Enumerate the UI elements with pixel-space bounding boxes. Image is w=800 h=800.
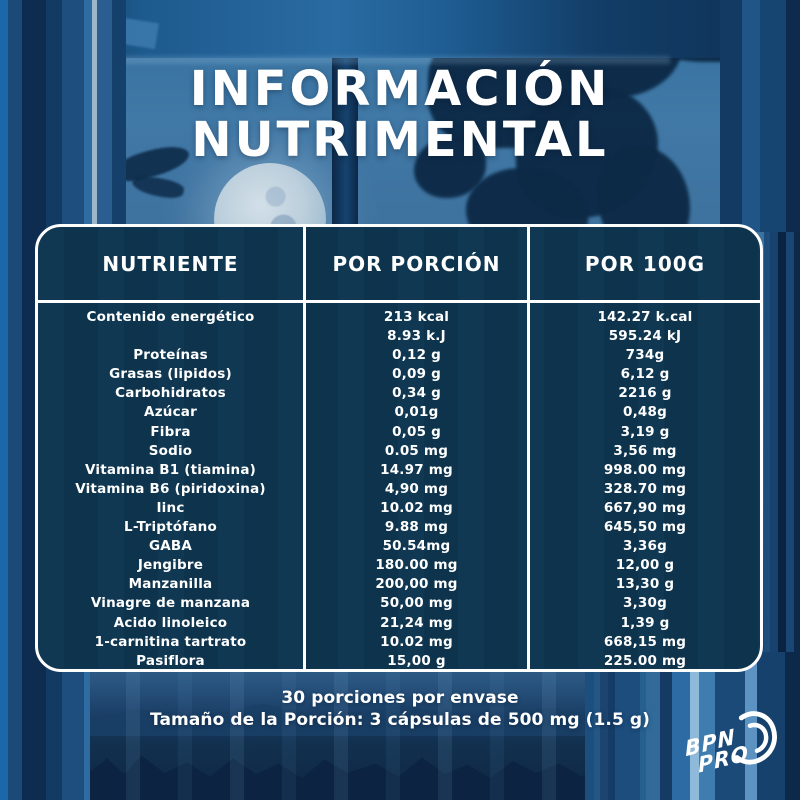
nutrient-cell: Iinc — [156, 499, 185, 516]
nutrient-cell: Vitamina B6 (piridoxina) — [75, 480, 266, 497]
nutrient-cell: Vitamina B1 (tiamina) — [84, 461, 257, 478]
nutrient-cell: 1-carnitina tartrato — [94, 633, 247, 650]
nutrient-cell: Fibra — [150, 423, 191, 440]
per-100g-cell: 3,36g — [623, 538, 667, 555]
per-100g-cell: 3,56 mg — [613, 442, 677, 459]
per-portion-cell: 0,09 g — [392, 366, 441, 383]
nutrient-cell: Grasas (lipidos) — [109, 366, 232, 383]
per-100g-cell: 3,19 g — [620, 423, 670, 440]
per-100g-cell: 1,39 g — [620, 614, 670, 631]
title-line-2: NUTRIMENTAL — [191, 111, 609, 168]
per-portion-cell: 0,12 g — [392, 347, 441, 364]
serving-size: Tamaño de la Porción: 3 cápsulas de 500 … — [149, 710, 651, 731]
per-portion-cell: 200,00 mg — [375, 576, 458, 593]
column-nutrient: Contenido energético Proteínas Grasas (lip… — [38, 303, 303, 669]
per-portion-cell: 10.02 mg — [380, 633, 453, 650]
per-portion-cell: 14.97 mg — [380, 461, 453, 478]
per-portion-cell: 4,90 mg — [384, 480, 449, 497]
right-door-frame-top — [704, 0, 800, 232]
window-frame-highlight — [110, 56, 670, 64]
header-por-porcion: POR PORCIÓN — [303, 227, 527, 303]
nutrition-table: NUTRIENTE POR PORCIÓN POR 100G Contenido… — [35, 224, 763, 672]
per-portion-cell: 180.00 mg — [375, 557, 458, 574]
nutrient-cell: Proteínas — [133, 347, 208, 364]
nutrient-cell: Contenido energético — [86, 309, 255, 325]
per-portion-cell: 0.05 mg — [384, 442, 449, 459]
servings-per-container: 30 porciones por envase — [281, 688, 519, 708]
nutrient-cell: Vinagre de manzana — [90, 595, 251, 612]
per-100g-cell: 3,30g — [623, 595, 667, 612]
nutrient-cell: Carbohidratos — [115, 385, 226, 402]
per-portion-cell: 21,24 mg — [380, 614, 453, 631]
nutrient-cell: Azúcar — [144, 404, 197, 421]
per-100g-cell: 998.00 mg — [603, 461, 687, 478]
per-100g-cell: 2216 g — [618, 385, 672, 402]
nutrient-cell — [38, 327, 303, 346]
nutrient-cell: Pasiflora — [136, 652, 205, 669]
per-100g-cell: 668,15 mg — [603, 633, 687, 650]
per-portion-cell: 8.93 k.J — [387, 328, 446, 345]
page-title: INFORMACIÓN NUTRIMENTAL — [0, 64, 800, 166]
per-100g-cell: 0,48g — [623, 404, 667, 421]
nutrient-cell: Jengibre — [137, 557, 204, 574]
foliage-blob — [414, 136, 486, 198]
per-portion-cell: 9.88 mg — [384, 519, 449, 536]
per-portion-cell: 50.54mg — [382, 538, 451, 555]
nutrient-cell: Acido linoleico — [113, 614, 228, 631]
per-portion-cell: 213 kcal — [383, 309, 450, 325]
column-per-100g: 142.27 k.cal 595.24 kJ 734g 6,12 g 2216 g 0,4… — [527, 303, 760, 669]
per-100g-cell: 12,00 g — [615, 557, 675, 574]
header-nutriente: NUTRIENTE — [38, 227, 303, 303]
nutrient-cell: Sodio — [148, 442, 193, 459]
nutrient-cell: GABA — [148, 538, 193, 555]
title-line-1: INFORMACIÓN — [189, 61, 611, 117]
per-portion-cell: 15,00 g — [387, 652, 446, 669]
nutrient-cell: L-Triptófano — [124, 519, 217, 536]
per-100g-cell: 595.24 kJ — [608, 328, 682, 345]
glass-reflection-streaks — [88, 658, 688, 800]
per-100g-cell: 328.70 mg — [603, 480, 687, 497]
per-100g-cell: 6,12 g — [620, 366, 670, 383]
per-portion-cell: 0,34 g — [392, 385, 441, 402]
per-portion-cell: 0,05 g — [392, 423, 441, 440]
per-100g-cell: 734g — [625, 347, 665, 364]
per-portion-cell: 10.02 mg — [380, 499, 453, 516]
per-100g-cell: 667,90 mg — [603, 499, 687, 516]
logo-swoosh-icon — [734, 711, 777, 765]
per-portion-cell: 50,00 mg — [380, 595, 453, 612]
right-door-frame-bottom — [585, 652, 800, 800]
per-100g-cell: 645,50 mg — [603, 519, 687, 536]
bpn-pro-logo: BPN PRO — [677, 701, 794, 800]
per-portion-cell: 0,01g — [394, 404, 439, 421]
serving-info: 30 porciones por envase Tamaño de la Por… — [0, 687, 800, 731]
per-100g-cell: 142.27 k.cal — [597, 309, 693, 325]
per-100g-cell: 225.00 mg — [603, 652, 687, 669]
header-por-100g: POR 100G — [527, 227, 760, 303]
per-100g-cell: 13,30 g — [615, 576, 675, 593]
column-per-portion: 213 kcal 8.93 k.J 0,12 g 0,09 g 0,34 g 0,01g 0… — [303, 303, 527, 669]
nutrient-cell: Manzanilla — [128, 576, 213, 593]
